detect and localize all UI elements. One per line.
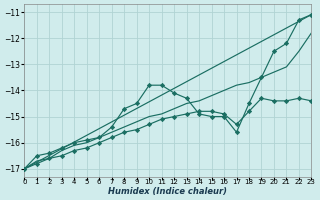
X-axis label: Humidex (Indice chaleur): Humidex (Indice chaleur) (108, 187, 228, 196)
